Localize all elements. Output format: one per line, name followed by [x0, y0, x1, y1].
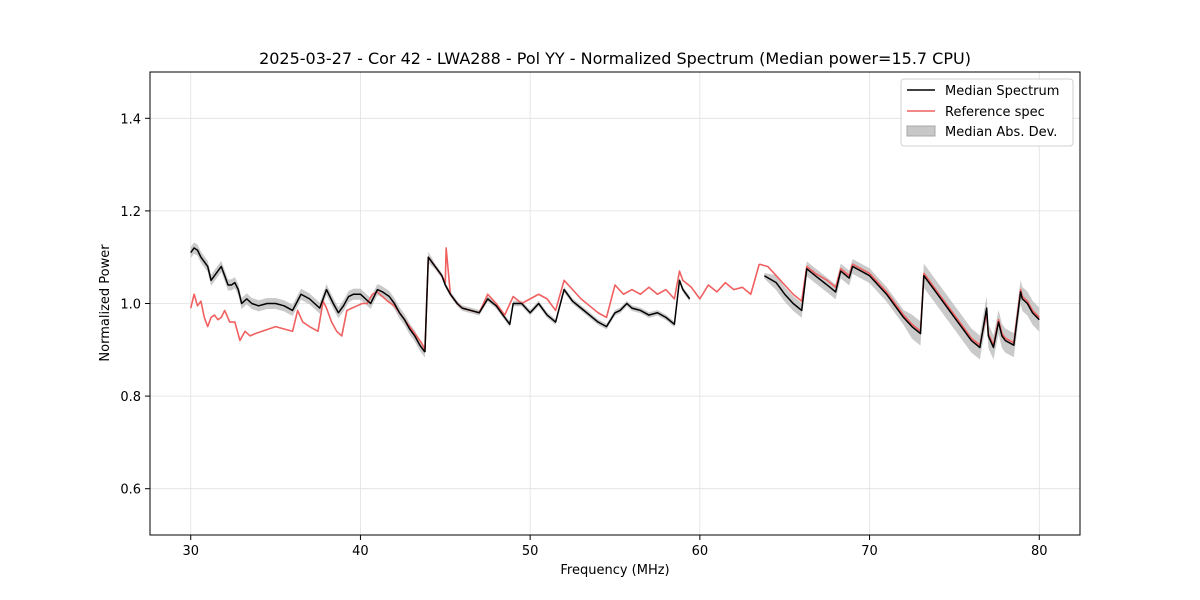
mad-band-0	[190, 242, 425, 358]
y-axis-label: Normalized Power	[98, 244, 113, 362]
y-tick-label: 1.0	[120, 298, 141, 313]
y-tick-label: 1.2	[120, 205, 141, 220]
series-lines-group	[189, 247, 1040, 353]
x-tick-label: 50	[522, 544, 539, 559]
median-spectrum-line-1	[424, 256, 691, 353]
y-tick-label: 0.8	[120, 390, 141, 405]
x-tick-label: 60	[692, 544, 709, 559]
x-axis-ticks: 30 40 50 60 70 80	[182, 535, 1048, 559]
legend-box	[900, 78, 1074, 147]
x-tick-label: 70	[861, 544, 878, 559]
y-tick-label: 1.4	[120, 112, 141, 127]
x-tick-label: 30	[182, 544, 199, 559]
x-tick-label: 80	[1031, 544, 1048, 559]
legend-label-reference: Reference spec	[945, 105, 1045, 120]
y-tick-label: 0.6	[120, 483, 141, 498]
median-spectrum-line-2	[763, 265, 1040, 349]
mad-band-group	[190, 242, 1040, 360]
legend-label-mad: Median Abs. Dev.	[945, 125, 1057, 140]
mad-band-2	[764, 259, 1040, 360]
x-tick-label: 40	[352, 544, 369, 559]
chart-title: 2025-03-27 - Cor 42 - LWA288 - Pol YY - …	[259, 49, 971, 68]
reference-spec-line-0	[189, 291, 426, 351]
median-spectrum-line-0	[190, 247, 426, 353]
legend-swatch-mad	[906, 125, 936, 137]
y-axis-ticks: 0.6 0.8 1.0 1.2 1.4	[120, 112, 150, 498]
x-axis-label: Frequency (MHz)	[560, 563, 669, 578]
legend-label-median: Median Spectrum	[945, 84, 1059, 99]
legend: Median Spectrum Reference spec Median Ab…	[900, 78, 1074, 147]
